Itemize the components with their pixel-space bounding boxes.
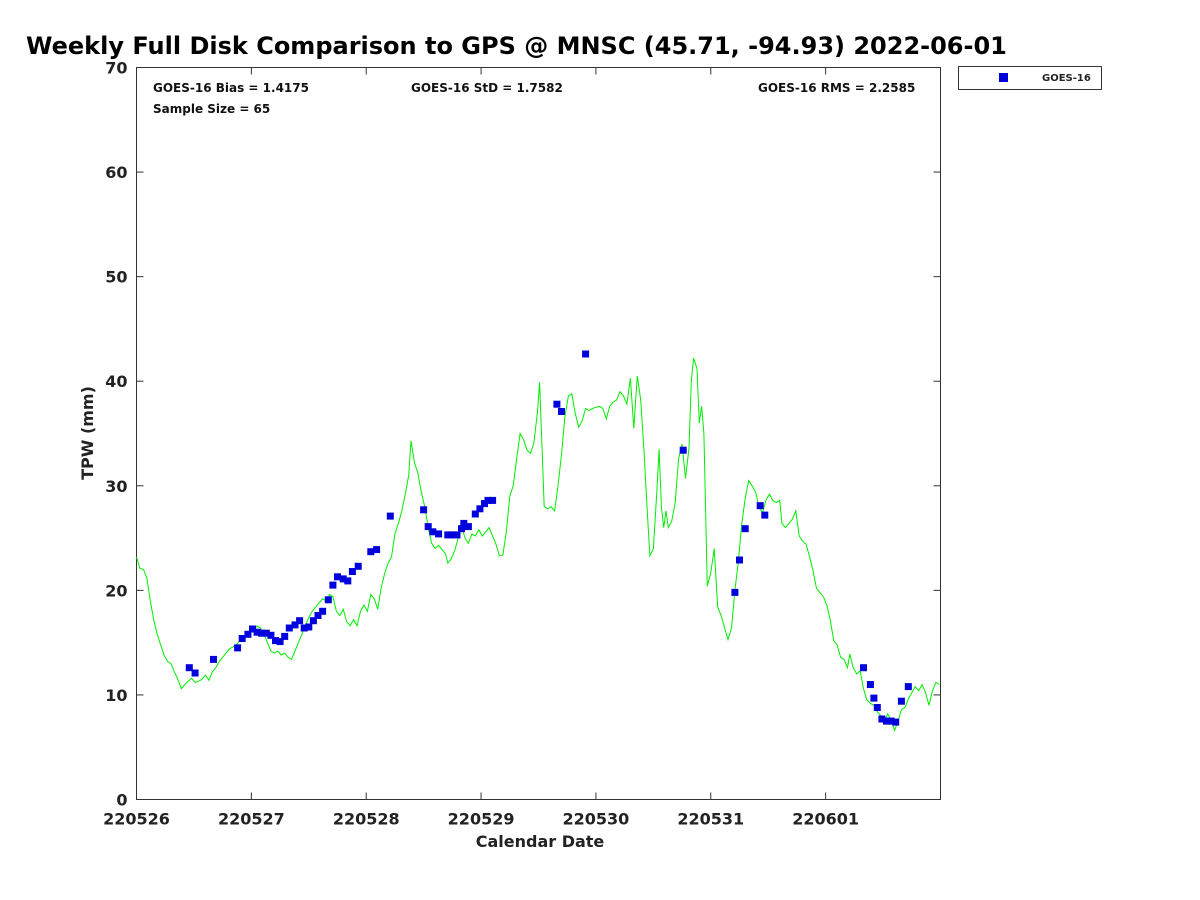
data-point <box>285 624 293 632</box>
data-point <box>731 588 739 596</box>
data-point <box>873 704 881 711</box>
data-point <box>870 694 878 702</box>
data-point <box>210 655 217 663</box>
data-point <box>558 408 565 415</box>
data-point <box>484 496 492 504</box>
data-point <box>878 715 886 723</box>
data-point <box>476 505 484 513</box>
data-point <box>373 546 381 554</box>
data-point <box>471 510 479 518</box>
sample-size-stat: Sample Size = 65 <box>153 102 270 116</box>
rms-stat: GOES-16 RMS = 2.2585 <box>758 81 915 95</box>
data-point <box>736 556 743 564</box>
legend-box <box>958 66 1102 90</box>
data-point <box>582 350 590 358</box>
data-point <box>897 697 905 705</box>
y-tick-label: 0 <box>116 791 127 810</box>
data-point <box>276 638 284 646</box>
bias-stat: GOES-16 Bias = 1.4175 <box>153 81 309 95</box>
y-tick-label: 70 <box>105 59 127 78</box>
y-axis-label: TPW (mm) <box>78 386 97 480</box>
data-point <box>339 575 347 583</box>
x-tick-label: 220526 <box>103 810 170 829</box>
data-point <box>281 632 289 640</box>
x-tick-label: 220601 <box>792 810 859 829</box>
y-axis: 0 10 20 30 40 50 60 70 <box>105 59 941 810</box>
data-point <box>258 629 266 637</box>
data-point <box>367 548 375 556</box>
data-point <box>334 573 341 581</box>
data-point <box>458 525 465 533</box>
y-tick-label: 60 <box>105 163 127 182</box>
data-point <box>883 717 890 725</box>
data-point <box>344 577 352 585</box>
data-point <box>904 683 912 691</box>
data-point <box>553 400 561 408</box>
data-point <box>238 635 246 642</box>
data-point <box>300 624 308 632</box>
data-point <box>309 617 317 625</box>
data-point <box>348 568 356 575</box>
data-point <box>319 607 327 615</box>
data-point <box>253 628 261 636</box>
data-point <box>679 446 687 454</box>
data-point <box>234 644 242 652</box>
data-point <box>860 664 867 672</box>
x-axis: 220526 220527 220528 220529 220530 220531 2206… <box>103 67 859 829</box>
legend-marker <box>999 73 1008 82</box>
data-point <box>185 664 193 672</box>
x-tick-label: 220530 <box>563 810 630 829</box>
data-point <box>761 511 769 519</box>
data-point <box>249 625 256 633</box>
data-point <box>460 519 468 527</box>
x-tick-label: 220531 <box>677 810 744 829</box>
data-point <box>887 717 895 725</box>
y-tick-label: 40 <box>105 372 127 391</box>
data-point <box>453 531 461 539</box>
data-point <box>244 630 252 638</box>
data-point <box>756 502 764 510</box>
data-point <box>386 512 394 520</box>
data-point <box>444 531 452 539</box>
data-point <box>464 523 472 531</box>
x-tick-label: 220528 <box>333 810 400 829</box>
data-point <box>435 530 443 538</box>
data-point <box>448 531 456 539</box>
data-point <box>866 681 874 688</box>
series-markers <box>185 350 912 726</box>
data-point <box>892 718 900 726</box>
x-axis-label: Calendar Date <box>476 832 605 851</box>
legend-label: GOES-16 <box>1042 73 1091 84</box>
data-point <box>329 581 337 589</box>
x-tick-label: 220529 <box>448 810 515 829</box>
data-point <box>305 623 313 631</box>
data-point <box>324 596 332 604</box>
data-point <box>296 617 304 625</box>
data-point <box>741 525 749 533</box>
data-point <box>272 637 279 645</box>
data-point <box>429 528 437 536</box>
y-tick-label: 30 <box>105 477 127 496</box>
y-tick-label: 10 <box>105 686 127 705</box>
chart-title: Weekly Full Disk Comparison to GPS @ MNS… <box>26 32 1007 60</box>
data-point <box>489 496 497 504</box>
data-point <box>424 523 432 531</box>
data-point <box>314 612 322 619</box>
legend: GOES-16 <box>958 66 1102 90</box>
y-tick-label: 20 <box>105 581 127 600</box>
y-tick-label: 50 <box>105 268 127 287</box>
plot-area <box>136 67 941 800</box>
data-point <box>291 621 299 629</box>
data-point <box>267 631 275 639</box>
data-point <box>262 629 270 637</box>
x-tick-label: 220527 <box>218 810 285 829</box>
std-stat: GOES-16 StD = 1.7582 <box>411 81 563 95</box>
data-point <box>420 506 428 514</box>
data-point <box>354 562 362 570</box>
series-line <box>136 358 940 733</box>
data-point <box>191 669 199 677</box>
